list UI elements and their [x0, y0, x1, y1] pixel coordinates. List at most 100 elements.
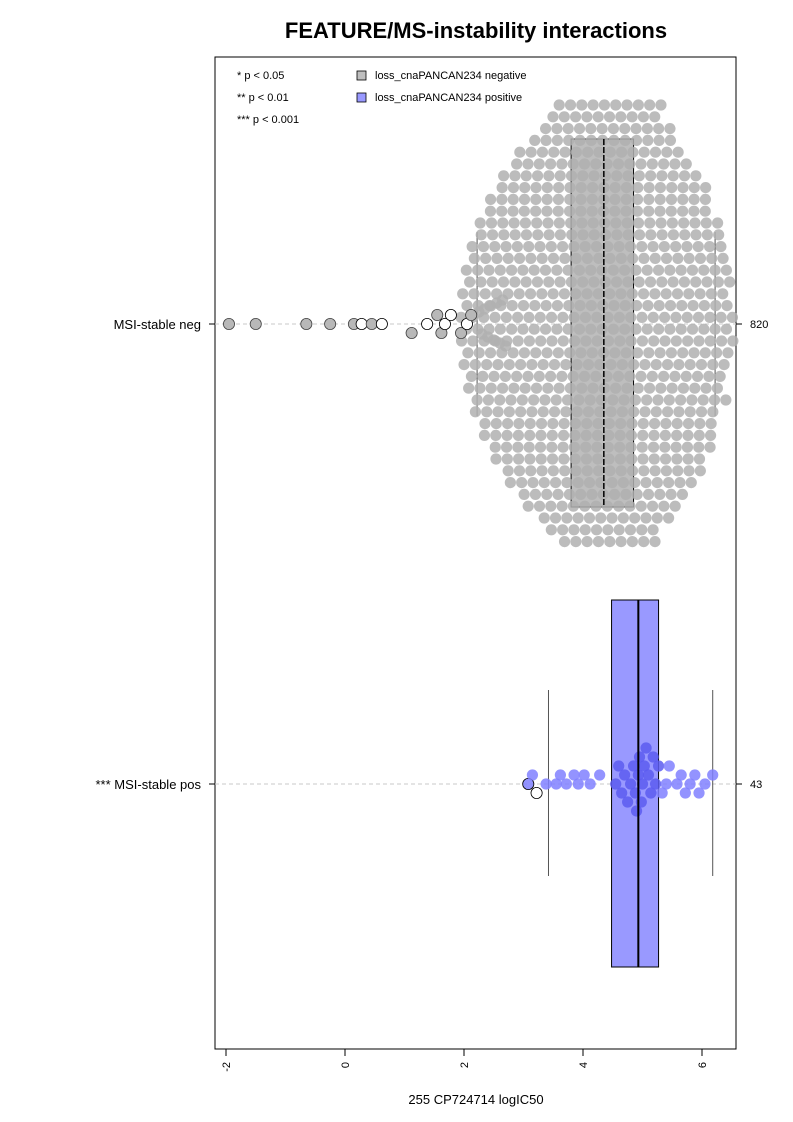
point-neg-417	[507, 347, 519, 359]
point-neg-488	[508, 382, 520, 394]
point-neg-724	[615, 536, 627, 548]
point-neg-551	[707, 406, 719, 418]
point-neg-280	[610, 276, 623, 288]
point-neg-462	[477, 370, 489, 382]
point-neg-577	[524, 429, 536, 441]
point-neg-499	[632, 382, 644, 394]
point-neg-362	[715, 311, 727, 323]
point-pos-30	[649, 778, 662, 790]
point-neg-642	[604, 465, 616, 477]
point-pos-40	[693, 787, 705, 799]
point-neg-451	[616, 359, 628, 371]
point-neg-234	[627, 252, 639, 264]
point-neg-647	[660, 465, 673, 477]
point-neg-94	[496, 182, 508, 194]
point-neg-608	[647, 441, 660, 453]
point-neg-224	[513, 252, 526, 264]
point-pos-25	[638, 760, 650, 772]
point-neg-333	[664, 300, 677, 312]
point-neg-17	[626, 111, 638, 123]
point-neg-211	[624, 241, 637, 253]
point-pos-32	[656, 787, 668, 799]
point-neg-460	[718, 359, 730, 371]
outlier-neg-8	[405, 326, 418, 339]
point-neg-361	[704, 311, 716, 323]
point-neg-104	[609, 182, 621, 194]
point-neg-671	[552, 488, 564, 500]
point-neg-327	[597, 300, 609, 312]
point-neg-604	[602, 441, 614, 453]
point-neg-653	[527, 477, 539, 489]
point-neg-33	[540, 134, 552, 146]
point-neg-414	[473, 347, 485, 359]
point-neg-161	[565, 217, 577, 229]
point-neg-14	[592, 111, 604, 123]
point-neg-257	[619, 264, 631, 276]
point-neg-25	[596, 123, 608, 135]
point-neg-57	[649, 146, 662, 158]
point-neg-27	[619, 123, 631, 135]
point-neg-587	[637, 429, 649, 441]
point-neg-692	[624, 500, 636, 512]
point-neg-537	[548, 406, 561, 418]
point-neg-571	[694, 418, 706, 430]
point-neg-439	[481, 359, 493, 371]
point-neg-142	[586, 205, 598, 217]
point-neg-520	[618, 394, 630, 406]
point-neg-708	[662, 512, 675, 524]
point-neg-665	[663, 477, 675, 489]
point-neg-12	[569, 111, 582, 123]
point-neg-594	[489, 441, 501, 453]
point-neg-35	[563, 134, 575, 146]
group-msi-stable-neg	[222, 99, 739, 548]
point-neg-430	[654, 347, 666, 359]
point-neg-533	[503, 406, 515, 418]
outlier-neg-12	[438, 317, 451, 330]
point-neg-558	[547, 418, 559, 430]
point-neg-512	[528, 394, 540, 406]
point-neg-386	[709, 323, 721, 335]
point-neg-203	[534, 241, 546, 253]
point-neg-42	[642, 134, 654, 146]
point-neg-457	[684, 359, 696, 371]
point-neg-165	[610, 217, 622, 229]
point-neg-168	[644, 217, 656, 229]
point-neg-400	[591, 335, 603, 347]
point-neg-193	[679, 229, 691, 241]
point-neg-66	[578, 158, 591, 170]
point-neg-72	[646, 158, 658, 170]
point-neg-371	[539, 323, 552, 335]
point-neg-2	[576, 99, 588, 111]
sig-legend-3: *** p < 0.001	[237, 114, 299, 126]
point-neg-524	[663, 394, 675, 406]
point-neg-201	[511, 241, 523, 253]
point-neg-130	[677, 193, 689, 205]
point-neg-293	[479, 288, 491, 300]
point-neg-706	[640, 512, 652, 524]
point-neg-598	[534, 441, 547, 453]
point-neg-479	[669, 370, 681, 382]
point-neg-595	[500, 441, 513, 453]
point-neg-516	[573, 394, 585, 406]
outlier-neg-9	[421, 317, 434, 330]
point-neg-474	[612, 370, 625, 382]
point-pos-11	[594, 769, 606, 781]
point-neg-171	[678, 217, 690, 229]
point-pos-37	[679, 787, 691, 799]
point-neg-467	[533, 370, 545, 382]
point-pos-5	[554, 769, 566, 781]
point-neg-559	[558, 418, 570, 430]
point-neg-115	[507, 193, 519, 205]
point-neg-166	[621, 217, 633, 229]
point-neg-128	[654, 193, 666, 205]
point-neg-374	[573, 323, 586, 335]
point-neg-204	[545, 241, 557, 253]
point-neg-506	[711, 382, 723, 394]
point-pos-22	[633, 751, 646, 763]
point-neg-492	[553, 382, 565, 394]
point-neg-137	[530, 205, 542, 217]
x-tick-label-3: 4	[578, 1062, 590, 1068]
point-neg-250	[539, 264, 552, 276]
point-neg-631	[682, 453, 694, 465]
point-neg-67	[590, 158, 602, 170]
